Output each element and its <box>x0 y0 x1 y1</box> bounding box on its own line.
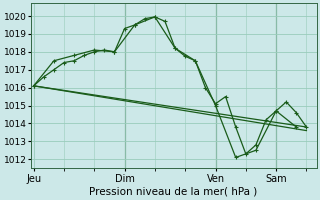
X-axis label: Pression niveau de la mer( hPa ): Pression niveau de la mer( hPa ) <box>90 187 258 197</box>
